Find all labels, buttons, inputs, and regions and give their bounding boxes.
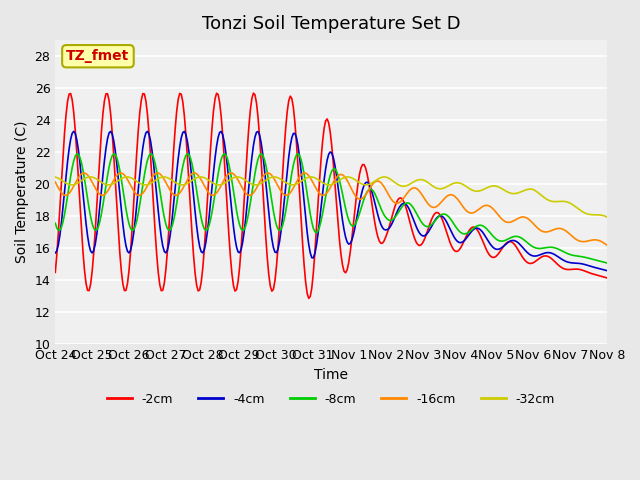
X-axis label: Time: Time [314,368,348,382]
-8cm [257,151,265,156]
-2cm [51,269,59,275]
-4cm [73,137,81,143]
-32cm [380,174,388,180]
-2cm [90,251,97,256]
-8cm [637,268,640,274]
-8cm [51,220,59,226]
-16cm [637,252,640,257]
-16cm [472,208,480,214]
Line: -2cm: -2cm [55,93,640,299]
-32cm [90,175,97,180]
-16cm [72,180,79,186]
-4cm [356,201,364,206]
-8cm [560,249,568,255]
-4cm [70,129,77,134]
Line: -16cm: -16cm [55,173,640,256]
-8cm [356,211,364,216]
-16cm [300,170,308,176]
Line: -32cm: -32cm [55,177,640,231]
-16cm [560,227,568,232]
Text: TZ_fmet: TZ_fmet [67,49,129,63]
-32cm [51,174,59,180]
Line: -8cm: -8cm [55,154,640,272]
-32cm [472,188,480,194]
-16cm [356,196,364,202]
-2cm [305,296,312,301]
-8cm [472,224,480,229]
Legend: -2cm, -4cm, -8cm, -16cm, -32cm: -2cm, -4cm, -8cm, -16cm, -32cm [102,388,560,411]
-16cm [51,179,59,185]
Line: -4cm: -4cm [55,132,640,280]
-4cm [560,257,568,263]
-16cm [90,182,97,188]
-8cm [90,225,97,231]
-2cm [561,266,569,272]
Y-axis label: Soil Temperature (C): Soil Temperature (C) [15,121,29,264]
-32cm [560,199,568,204]
-2cm [250,90,257,96]
-2cm [357,165,365,171]
-4cm [92,241,99,247]
-32cm [354,179,362,184]
-4cm [637,276,640,282]
-2cm [638,285,640,290]
-4cm [472,225,480,231]
Title: Tonzi Soil Temperature Set D: Tonzi Soil Temperature Set D [202,15,460,33]
-2cm [474,228,481,233]
-32cm [72,181,79,187]
-4cm [51,250,59,256]
-8cm [72,153,79,159]
-2cm [72,128,79,133]
-32cm [637,227,640,232]
